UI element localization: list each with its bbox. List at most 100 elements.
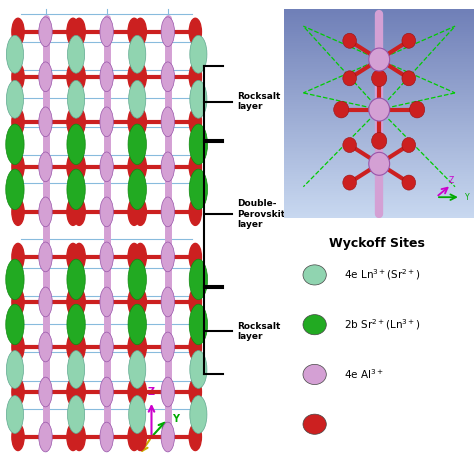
Circle shape (161, 197, 174, 227)
Circle shape (6, 36, 24, 73)
Ellipse shape (303, 315, 326, 335)
Circle shape (100, 197, 113, 227)
Circle shape (189, 198, 201, 226)
Circle shape (67, 259, 85, 300)
Circle shape (128, 18, 140, 46)
Circle shape (190, 36, 207, 73)
Circle shape (67, 424, 79, 450)
Circle shape (343, 175, 356, 190)
Circle shape (6, 351, 24, 388)
Circle shape (67, 18, 79, 46)
Circle shape (6, 81, 24, 118)
Circle shape (73, 64, 85, 91)
Circle shape (134, 198, 146, 226)
Circle shape (6, 169, 24, 210)
Circle shape (100, 152, 113, 182)
Circle shape (67, 36, 85, 73)
Circle shape (67, 198, 79, 226)
Circle shape (134, 288, 146, 316)
Circle shape (334, 101, 349, 118)
Circle shape (189, 109, 201, 136)
Circle shape (190, 351, 207, 388)
Circle shape (12, 64, 24, 91)
Circle shape (39, 422, 52, 452)
Circle shape (67, 109, 79, 136)
Circle shape (128, 64, 140, 91)
Circle shape (134, 244, 146, 270)
Circle shape (161, 17, 174, 46)
Circle shape (6, 304, 24, 345)
Circle shape (100, 422, 113, 452)
Circle shape (369, 98, 390, 121)
Circle shape (128, 259, 146, 300)
Circle shape (73, 18, 85, 46)
Text: Y: Y (465, 193, 469, 201)
Circle shape (190, 396, 207, 433)
Circle shape (12, 18, 24, 46)
Circle shape (128, 169, 146, 210)
Circle shape (67, 351, 85, 388)
Circle shape (39, 152, 52, 182)
Circle shape (100, 332, 113, 362)
Circle shape (369, 48, 390, 71)
Circle shape (161, 62, 174, 91)
Circle shape (73, 288, 85, 316)
Circle shape (100, 377, 113, 407)
Circle shape (67, 64, 79, 91)
Circle shape (343, 137, 356, 153)
Circle shape (73, 198, 85, 226)
Circle shape (39, 17, 52, 46)
Circle shape (100, 17, 113, 46)
Circle shape (67, 334, 79, 360)
Circle shape (39, 287, 52, 317)
Circle shape (39, 197, 52, 227)
Circle shape (67, 288, 79, 316)
Circle shape (73, 154, 85, 181)
Circle shape (12, 424, 24, 450)
Text: Rocksalt
layer: Rocksalt layer (237, 321, 281, 341)
Text: Z: Z (148, 386, 155, 396)
Circle shape (189, 64, 201, 91)
Circle shape (67, 396, 85, 433)
Circle shape (134, 154, 146, 181)
Circle shape (39, 377, 52, 407)
Circle shape (369, 152, 390, 175)
Circle shape (12, 198, 24, 226)
Circle shape (128, 334, 140, 360)
Circle shape (12, 288, 24, 316)
Circle shape (67, 154, 79, 181)
Circle shape (190, 81, 207, 118)
Text: 2b Sr$^{2+}$(Ln$^{3+}$): 2b Sr$^{2+}$(Ln$^{3+}$) (344, 317, 420, 332)
Circle shape (161, 332, 174, 362)
Circle shape (73, 424, 85, 450)
Circle shape (161, 377, 174, 407)
Text: 4e Ln$^{3+}$(Sr$^{2+}$): 4e Ln$^{3+}$(Sr$^{2+}$) (344, 267, 420, 283)
Circle shape (189, 154, 201, 181)
Circle shape (402, 175, 416, 190)
Circle shape (128, 378, 140, 405)
Circle shape (189, 304, 208, 345)
Circle shape (6, 124, 24, 164)
Circle shape (12, 378, 24, 405)
Circle shape (6, 396, 24, 433)
Circle shape (128, 396, 146, 433)
Ellipse shape (303, 414, 326, 434)
Circle shape (402, 71, 416, 86)
Circle shape (189, 334, 201, 360)
Circle shape (189, 288, 201, 316)
Circle shape (372, 133, 387, 149)
Circle shape (100, 62, 113, 91)
Circle shape (161, 287, 174, 317)
Circle shape (134, 18, 146, 46)
Circle shape (67, 81, 85, 118)
Circle shape (343, 71, 356, 86)
Circle shape (134, 64, 146, 91)
Circle shape (410, 101, 425, 118)
Circle shape (189, 124, 208, 164)
Circle shape (39, 332, 52, 362)
Circle shape (12, 109, 24, 136)
Circle shape (372, 70, 387, 87)
Text: Wyckoff Sites: Wyckoff Sites (329, 237, 425, 250)
Circle shape (39, 107, 52, 137)
Circle shape (67, 169, 85, 210)
